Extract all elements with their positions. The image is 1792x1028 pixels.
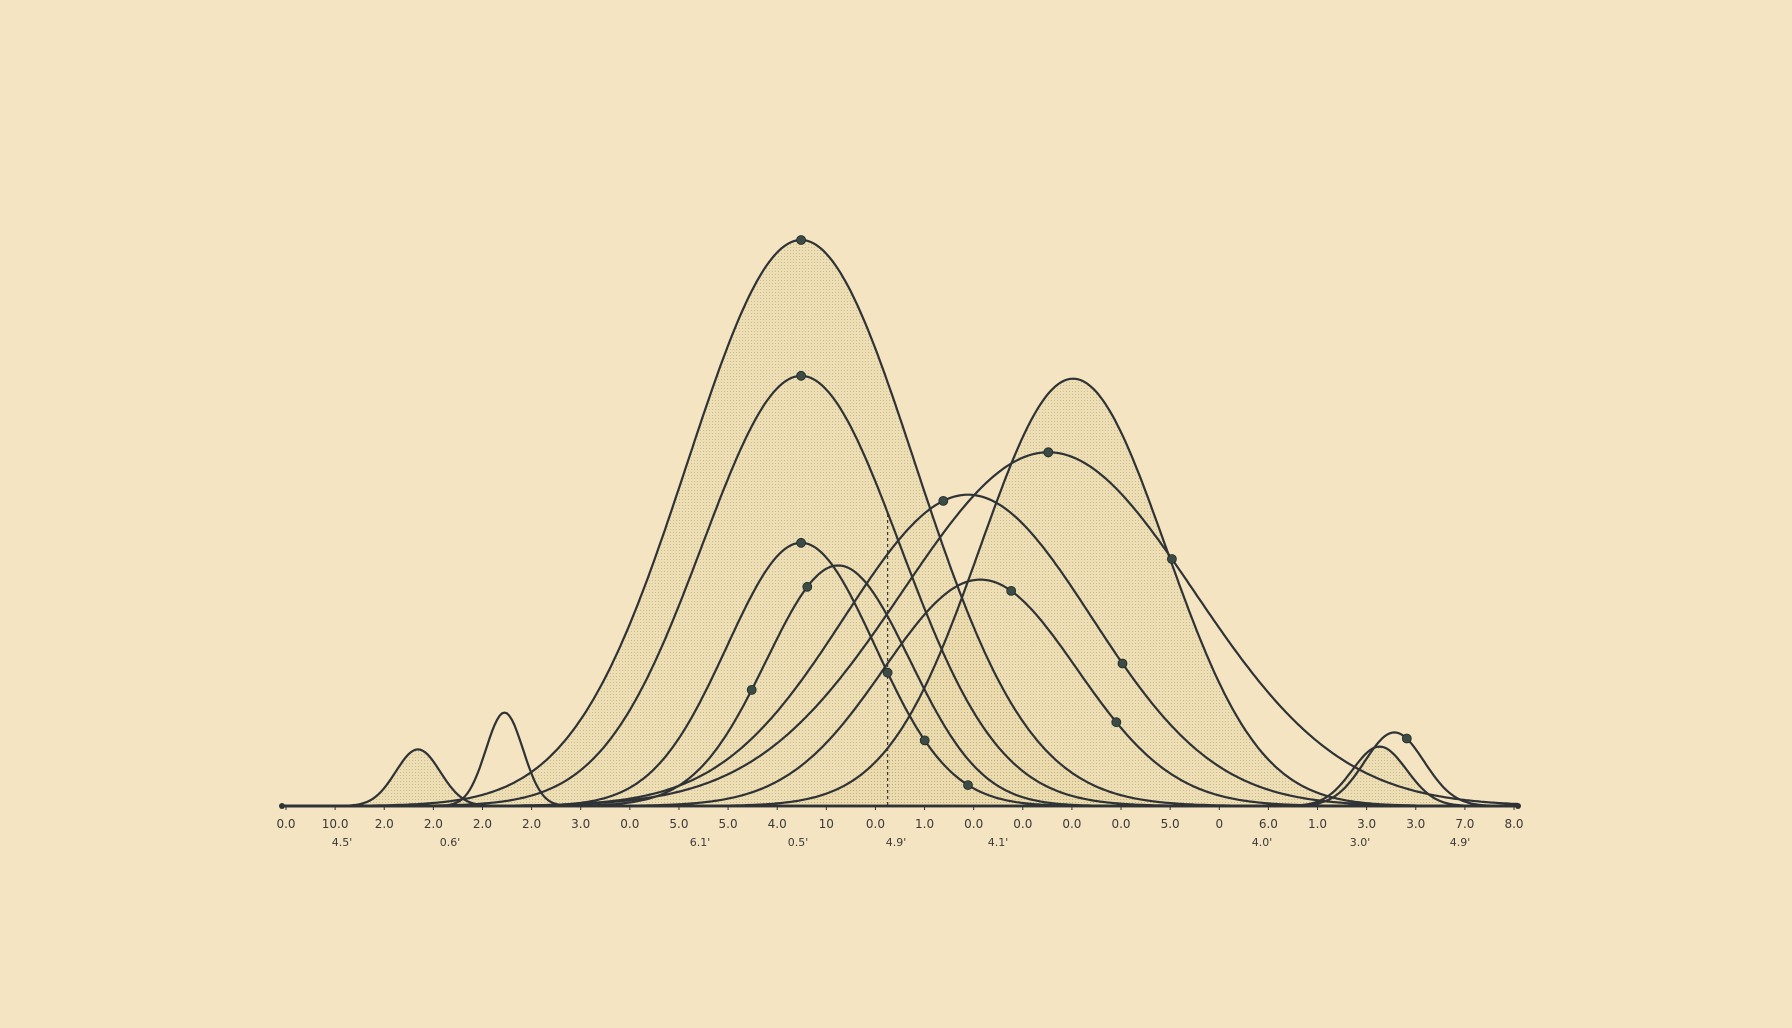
x-tick-label-21: 1.0 bbox=[1308, 817, 1327, 831]
point-markers bbox=[746, 235, 1412, 790]
x-tick-label-25: 8.0 bbox=[1504, 817, 1523, 831]
x-tick-label-10: 4.0 bbox=[768, 817, 787, 831]
x-tick-label-14: 0.0 bbox=[964, 817, 983, 831]
x-tick-label-24: 7.0 bbox=[1455, 817, 1474, 831]
x-tick-label-18: 5.0 bbox=[1161, 817, 1180, 831]
x-sub-label-6: 4.0' bbox=[1252, 836, 1273, 849]
x-tick-label-6: 3.0 bbox=[571, 817, 590, 831]
series-4-stipple bbox=[282, 378, 1518, 806]
series-2-point-0 bbox=[796, 537, 806, 548]
series-3-point-1 bbox=[802, 581, 813, 592]
series-7-point-1 bbox=[1111, 717, 1122, 728]
x-tick-label-17: 0.0 bbox=[1111, 817, 1130, 831]
x-axis bbox=[279, 803, 1521, 809]
area-fills bbox=[282, 240, 1518, 806]
series-5-point-2 bbox=[1167, 554, 1177, 564]
x-tick-label-7: 0.0 bbox=[620, 817, 639, 831]
x-sub-label-7: 3.0' bbox=[1350, 836, 1371, 849]
x-sub-label-5: 4.1' bbox=[988, 836, 1009, 849]
x-sub-label-4: 4.9' bbox=[886, 836, 907, 849]
series-2-point-1 bbox=[882, 667, 893, 678]
series-1-point-0 bbox=[796, 370, 806, 381]
series-5-point-1 bbox=[1043, 447, 1054, 458]
x-sub-label-2: 6.1' bbox=[690, 836, 711, 849]
x-tick-label-5: 2.0 bbox=[522, 817, 541, 831]
series-8-stipple bbox=[282, 749, 1518, 806]
x-sub-label-8: 4.9' bbox=[1450, 836, 1471, 849]
x-sub-label-0: 4.5' bbox=[332, 836, 353, 849]
x-tick-label-0: 0.0 bbox=[276, 817, 295, 831]
x-tick-label-15: 0.0 bbox=[1013, 817, 1032, 831]
x-axis-end-cap bbox=[1515, 803, 1521, 809]
series-3-point-0 bbox=[746, 685, 757, 695]
x-tick-label-2: 2.0 bbox=[375, 817, 394, 831]
x-tick-label-12: 0.0 bbox=[866, 817, 885, 831]
series-10-stipple bbox=[282, 746, 1518, 806]
series-0-point-0 bbox=[796, 235, 806, 245]
x-sub-label-3: 0.5' bbox=[788, 836, 809, 849]
x-tick-label-1: 10.0 bbox=[322, 817, 349, 831]
series-6-point-0 bbox=[938, 495, 949, 506]
x-sub-label-1: 0.6' bbox=[440, 836, 461, 849]
series-0-stipple bbox=[282, 240, 1518, 806]
series-2-point-2 bbox=[919, 735, 930, 746]
x-tick-label-23: 3.0 bbox=[1406, 817, 1425, 831]
x-tick-label-20: 6.0 bbox=[1259, 817, 1278, 831]
x-tick-labels: 0.0 10.0 2.0 2.0 2.0 2.0 3.0 0.0 5.0 5.0 4.0 10 0.0 1… bbox=[276, 806, 1524, 831]
x-tick-label-19: 0 bbox=[1215, 817, 1223, 831]
series-7-point-0 bbox=[1006, 586, 1017, 596]
x-sub-labels: 4.5' 0.6' 6.1' 0.5' 4.9' 4.1' 4.0' 3.0' 4.9' bbox=[332, 836, 1471, 849]
x-tick-label-11: 10 bbox=[819, 817, 834, 831]
x-tick-label-8: 5.0 bbox=[669, 817, 688, 831]
x-axis-start-cap bbox=[279, 803, 285, 809]
x-tick-label-9: 5.0 bbox=[719, 817, 738, 831]
series-2-point-3 bbox=[963, 780, 973, 790]
x-tick-label-16: 0.0 bbox=[1062, 817, 1081, 831]
x-tick-label-4: 2.0 bbox=[473, 817, 492, 831]
series-6-point-1 bbox=[1117, 658, 1128, 669]
series-11-point-0 bbox=[1401, 733, 1412, 744]
x-tick-label-22: 3.0 bbox=[1357, 817, 1376, 831]
x-tick-label-3: 2.0 bbox=[424, 817, 443, 831]
x-tick-label-13: 1.0 bbox=[915, 817, 934, 831]
